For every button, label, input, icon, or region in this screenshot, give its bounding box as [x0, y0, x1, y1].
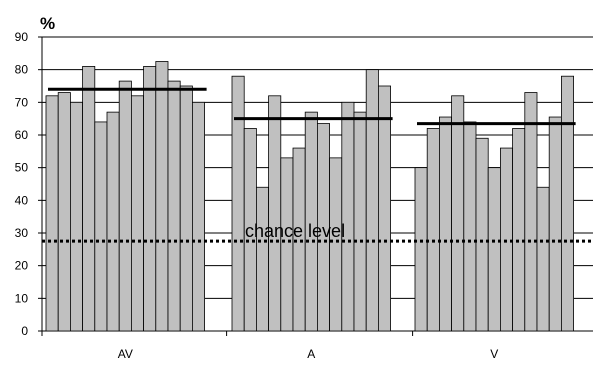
bar-v-9: [512, 128, 526, 332]
bar-av-10: [155, 61, 169, 332]
y-tick-labels: 0 10 20 30 40 50 60 70 80 90: [15, 30, 42, 338]
bar-a-5: [280, 157, 294, 332]
chance-level-label: chance level: [245, 221, 345, 241]
bar-av-13: [191, 101, 205, 332]
y-tick-label: 50: [15, 161, 29, 175]
bar-v-10: [524, 92, 538, 332]
bar-av-12: [179, 85, 193, 332]
bar-av-1: [45, 95, 59, 332]
y-tick-label: 10: [15, 291, 29, 305]
y-unit-label: %: [40, 14, 55, 33]
bar-av-5: [94, 121, 108, 332]
bar-v-11: [536, 186, 550, 332]
bar-av-6: [106, 111, 120, 332]
bar-a-10: [341, 101, 355, 332]
category-label-av: AV: [118, 347, 133, 361]
bar-a-13: [377, 85, 391, 332]
bar-a-11: [353, 111, 367, 332]
y-tick-label: 70: [15, 95, 29, 109]
bar-a-12: [365, 69, 379, 332]
y-tick-label: 20: [15, 259, 29, 273]
bar-v-5: [463, 121, 477, 332]
bar-v-7: [487, 167, 501, 332]
bar-av-2: [57, 92, 71, 332]
bar-av-7: [118, 80, 132, 332]
bars: [45, 61, 575, 332]
bar-av-11: [167, 80, 181, 332]
bar-a-4: [268, 95, 282, 332]
bar-a-9: [329, 157, 343, 332]
y-tick-label: 90: [15, 30, 29, 44]
bar-av-4: [82, 66, 96, 332]
bar-v-3: [438, 116, 452, 332]
bar-av-3: [70, 101, 84, 332]
category-label-a: A: [307, 347, 315, 361]
group-mean-lines: [48, 87, 576, 126]
bar-v-8: [499, 147, 513, 332]
y-tick-label: 60: [15, 128, 29, 142]
x-category-labels: AV A V: [41, 331, 498, 361]
bar-v-2: [426, 128, 440, 332]
bar-av-8: [130, 95, 144, 332]
bar-v-6: [475, 137, 489, 332]
bar-a-3: [255, 186, 269, 332]
bar-v-1: [414, 167, 428, 332]
bar-v-12: [548, 116, 562, 332]
bar-a-1: [231, 75, 245, 332]
bar-v-13: [561, 75, 575, 332]
y-tick-label: 30: [15, 226, 29, 240]
category-label-v: V: [490, 347, 498, 361]
y-tick-label: 0: [21, 324, 28, 338]
bar-av-9: [143, 66, 157, 332]
y-tick-label: 80: [15, 63, 29, 77]
bar-v-4: [451, 95, 465, 332]
y-tick-label: 40: [15, 193, 29, 207]
